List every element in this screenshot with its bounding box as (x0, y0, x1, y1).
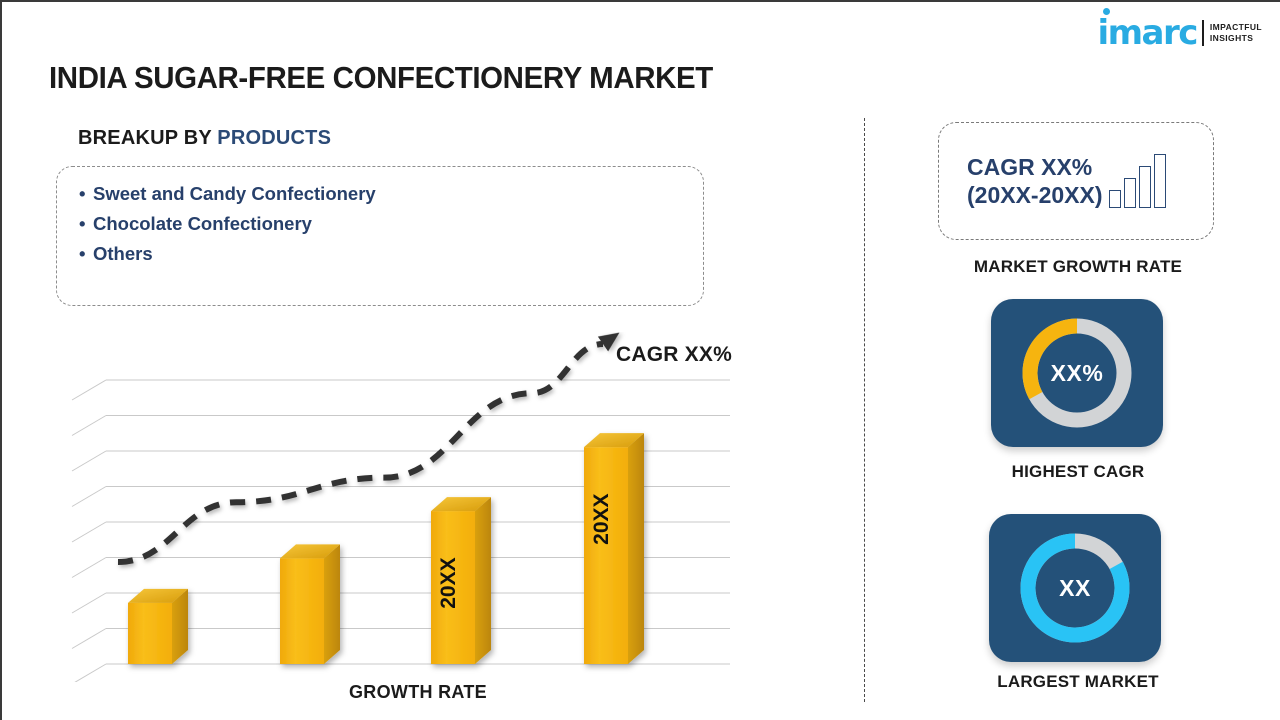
bar-front-face (431, 511, 475, 664)
gridline-depth-edge (71, 592, 107, 614)
bar-column (584, 433, 644, 664)
donut-svg (1020, 533, 1130, 643)
donut-value-arc (1020, 533, 1130, 643)
cagr-summary-text: CAGR XX% (20XX-20XX) (967, 153, 1103, 209)
bar-column (280, 544, 340, 664)
bar-front-face (128, 602, 172, 664)
bar-top-face (584, 433, 644, 448)
list-item-label: Others (93, 243, 153, 265)
largest-market-card: XX (989, 514, 1161, 662)
bar-front-face (584, 447, 628, 664)
bar-chart-icon-bar-3 (1138, 166, 1151, 208)
breakup-heading-plain: BREAKUP BY (78, 127, 218, 149)
largest-market-label: LARGEST MARKET (997, 672, 1159, 691)
chart-bars: 20XX 20XX (128, 433, 644, 664)
bar-side-face (475, 497, 491, 664)
gridline-depth-edge (71, 379, 107, 401)
bar-chart-icon-bar-2 (1123, 178, 1136, 208)
cagr-summary-line-1: CAGR XX% (967, 153, 1093, 180)
breakup-heading: BREAKUP BY PRODUCTS (78, 127, 331, 150)
donut-chart-largest-market: XX (1013, 526, 1137, 650)
bar-side-face (324, 544, 340, 664)
bar-chart-icon (1108, 154, 1166, 208)
market-growth-rate-label: MARKET GROWTH RATE (973, 257, 1183, 276)
highest-cagr-card: XX% (991, 299, 1163, 447)
logo-dot-icon (1103, 8, 1111, 15)
cagr-summary-line-2: (20XX-20XX) (967, 182, 1103, 208)
chart-canvas: 20XX 20XX (71, 332, 730, 682)
bar-value-label: 20XX (590, 493, 613, 544)
list-item: • Sweet and Candy Confectionery (79, 179, 703, 209)
bar-column (128, 588, 188, 664)
gridline-depth-edge (71, 486, 107, 507)
bar-column (431, 497, 491, 664)
donut-value-label: XX% (1050, 359, 1104, 386)
logo-divider (1201, 20, 1204, 46)
cagr-trend-label: CAGR XX% (616, 343, 732, 366)
breakup-list-box: • Sweet and Candy Confectionery • Chocolat… (56, 166, 704, 306)
bar-chart-icon-bar-1 (1108, 190, 1121, 208)
bullet-icon: • (79, 243, 86, 265)
bar-chart-icon-bar-4 (1153, 154, 1166, 208)
bar-top-face (280, 544, 340, 559)
highest-cagr-label: HIGHEST CAGR (1011, 462, 1145, 481)
gridline-depth-edge (71, 557, 107, 578)
list-item: • Chocolate Confectionery (79, 209, 703, 239)
trend-arrowhead-icon (597, 332, 620, 352)
logo-wordmark: imarc (1097, 8, 1198, 53)
cagr-summary-box: CAGR XX% (20XX-20XX) (938, 122, 1214, 240)
bar-front-face (280, 558, 324, 664)
gridline-depth-edge (71, 415, 107, 436)
imarc-logo: imarc IMPACTFUL INSIGHTS (1097, 8, 1262, 53)
logo-wordmark-text: imarc (1097, 13, 1198, 53)
logo-tagline: IMPACTFUL INSIGHTS (1210, 22, 1262, 45)
chart-axis-label: GROWTH RATE (349, 682, 487, 702)
breakup-heading-accent: PRODUCTS (217, 127, 332, 149)
gridline-depth-edge (71, 450, 107, 472)
donut-value-arc (1022, 318, 1078, 400)
bar-value-label: 20XX (437, 557, 460, 608)
list-item-label: Sweet and Candy Confectionery (93, 183, 376, 204)
bar-top-face (431, 497, 491, 512)
bar-top-face (128, 588, 188, 603)
chart-trend-arrow (117, 332, 620, 565)
gridline-depth-edge (74, 663, 107, 682)
trend-dashed-line (117, 341, 604, 565)
gridline-depth-edge (71, 628, 107, 649)
page-title: INDIA SUGAR-FREE CONFECTIONERY MARKET (49, 60, 713, 95)
logo-tagline-line-1: IMPACTFUL (1209, 21, 1262, 32)
bar-side-face (172, 588, 188, 664)
donut-chart-highest-cagr: XX% (1015, 311, 1139, 435)
logo-tagline-line-2: INSIGHTS (1209, 33, 1254, 43)
list-item-label: Chocolate Confectionery (93, 213, 312, 235)
gridline-depth-edge (71, 521, 107, 543)
donut-value-label: XX (1059, 574, 1091, 601)
bar-side-face (628, 433, 644, 664)
bullet-icon: • (79, 183, 86, 204)
section-divider (864, 118, 865, 702)
bullet-icon: • (79, 213, 86, 235)
growth-rate-bar-chart: 20XX 20XX (58, 332, 758, 682)
donut-svg (1022, 318, 1132, 428)
list-item: • Others (79, 239, 703, 269)
